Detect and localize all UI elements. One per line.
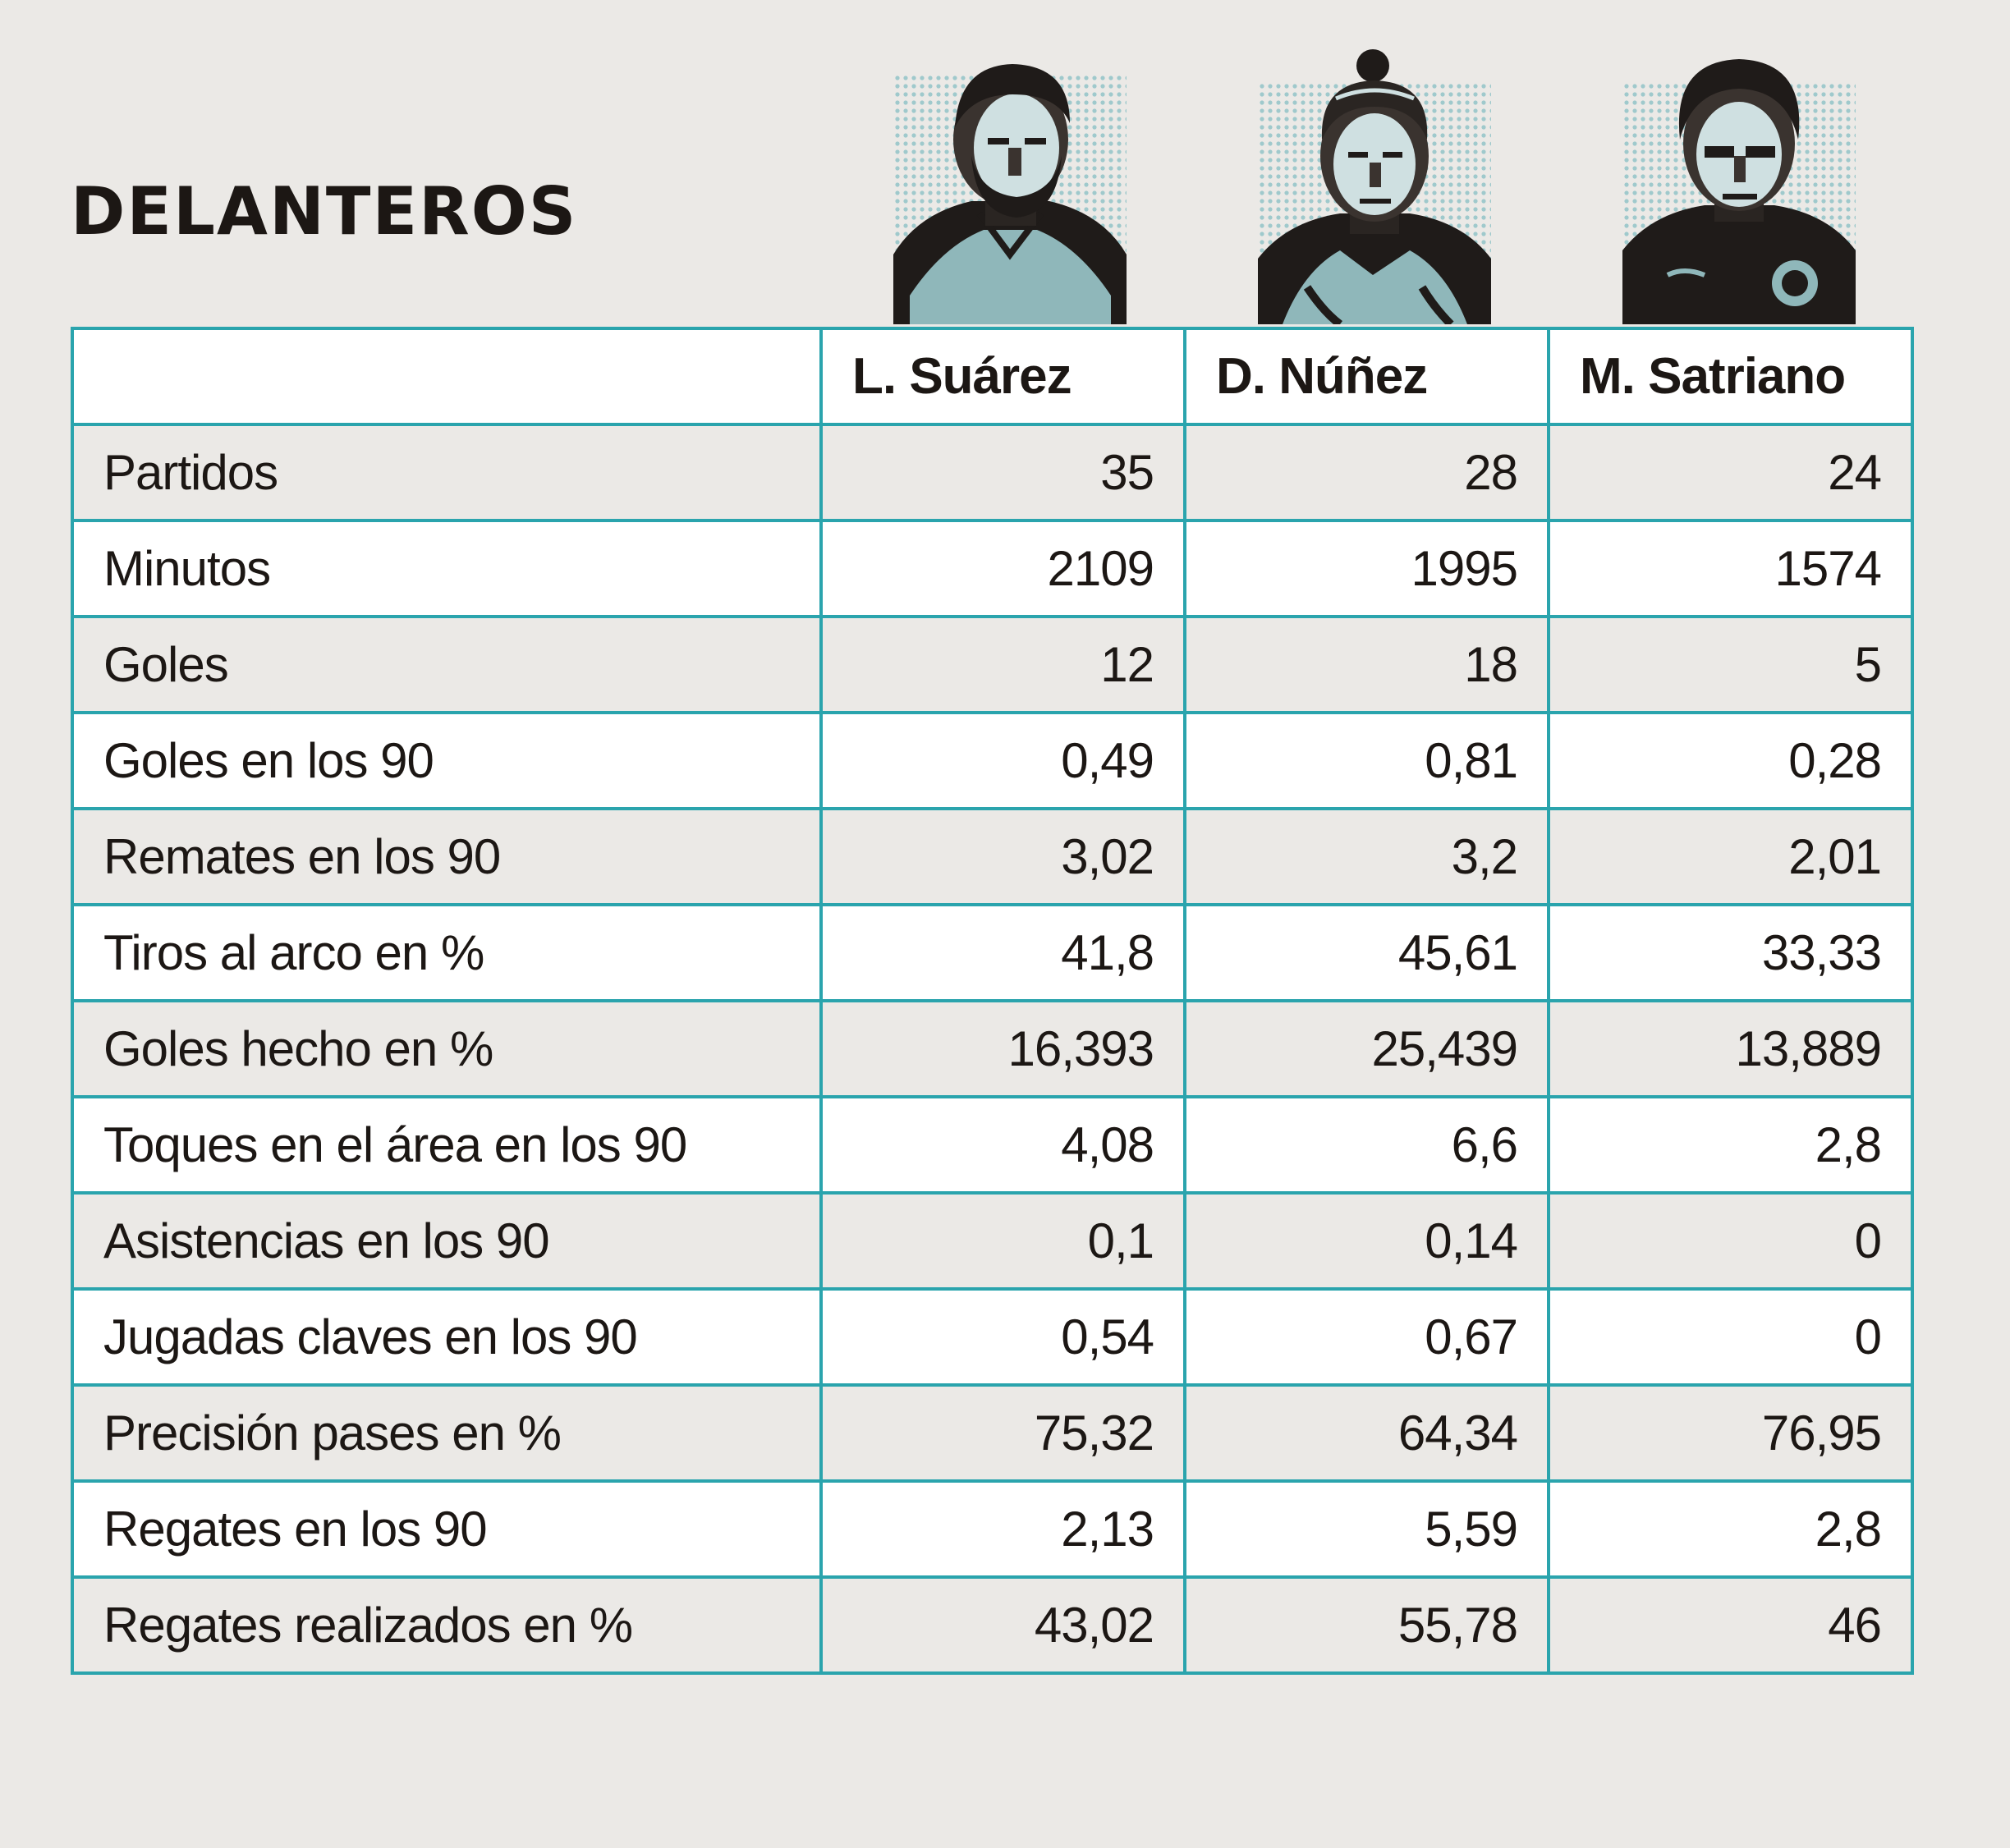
- stat-label: Partidos: [71, 423, 823, 522]
- stat-value: 2,13: [819, 1479, 1186, 1579]
- stat-value: 12: [819, 615, 1186, 714]
- stat-value: 1995: [1183, 519, 1550, 618]
- stat-value: 16,393: [819, 999, 1186, 1098]
- stat-value: 6,6: [1183, 1095, 1550, 1195]
- stat-label: Asistencias en los 90: [71, 1191, 823, 1291]
- stat-value: 0: [1547, 1287, 1914, 1387]
- stat-value: 24: [1547, 423, 1914, 522]
- stat-label: Minutos: [71, 519, 823, 618]
- stat-value: 2,8: [1547, 1479, 1914, 1579]
- stat-value: 2,8: [1547, 1095, 1914, 1195]
- stat-value: 43,02: [819, 1575, 1186, 1675]
- stat-value: 3,02: [819, 807, 1186, 906]
- player-portrait-suarez-icon: [893, 49, 1127, 324]
- table-row: Precisión pases en % 75,32 64,34 76,95: [71, 1383, 1914, 1483]
- stat-value: 35: [819, 423, 1186, 522]
- stat-value: 25,439: [1183, 999, 1550, 1098]
- table-row: Remates en los 90 3,02 3,2 2,01: [71, 807, 1914, 906]
- stat-label: Goles en los 90: [71, 711, 823, 810]
- stat-value: 46: [1547, 1575, 1914, 1675]
- header-blank-cell: [71, 327, 823, 426]
- table-row: Goles 12 18 5: [71, 615, 1914, 714]
- stat-value: 76,95: [1547, 1383, 1914, 1483]
- stat-value: 45,61: [1183, 903, 1550, 1002]
- stat-value: 1574: [1547, 519, 1914, 618]
- stat-label: Goles: [71, 615, 823, 714]
- stat-label: Regates en los 90: [71, 1479, 823, 1579]
- stat-value: 0: [1547, 1191, 1914, 1291]
- stat-value: 0,54: [819, 1287, 1186, 1387]
- stat-value: 5: [1547, 615, 1914, 714]
- stat-value: 2,01: [1547, 807, 1914, 906]
- stat-value: 28: [1183, 423, 1550, 522]
- stat-value: 33,33: [1547, 903, 1914, 1002]
- table-row: Regates en los 90 2,13 5,59 2,8: [71, 1479, 1914, 1579]
- page-title: DELANTEROS: [71, 173, 578, 250]
- stat-value: 0,28: [1547, 711, 1914, 810]
- stat-value: 0,49: [819, 711, 1186, 810]
- stat-value: 4,08: [819, 1095, 1186, 1195]
- stat-value: 2109: [819, 519, 1186, 618]
- stat-value: 13,889: [1547, 999, 1914, 1098]
- stat-label: Remates en los 90: [71, 807, 823, 906]
- player-portrait-nunez-icon: [1258, 49, 1491, 324]
- stat-value: 18: [1183, 615, 1550, 714]
- stat-value: 5,59: [1183, 1479, 1550, 1579]
- stat-value: 41,8: [819, 903, 1186, 1002]
- table-row: Goles hecho en % 16,393 25,439 13,889: [71, 999, 1914, 1098]
- player-portrait-satriano-icon: [1622, 49, 1856, 324]
- stat-label: Jugadas claves en los 90: [71, 1287, 823, 1387]
- player-header: D. Núñez: [1183, 327, 1550, 426]
- stat-value: 0,81: [1183, 711, 1550, 810]
- stat-label: Regates realizados en %: [71, 1575, 823, 1675]
- table-row: Regates realizados en % 43,02 55,78 46: [71, 1575, 1914, 1675]
- stat-value: 0,14: [1183, 1191, 1550, 1291]
- table-row: Tiros al arco en % 41,8 45,61 33,33: [71, 903, 1914, 1002]
- stat-value: 75,32: [819, 1383, 1186, 1483]
- table-row: Asistencias en los 90 0,1 0,14 0: [71, 1191, 1914, 1291]
- header-row: L. Suárez D. Núñez M. Satriano: [71, 327, 1914, 426]
- table-row: Minutos 2109 1995 1574: [71, 519, 1914, 618]
- stat-label: Goles hecho en %: [71, 999, 823, 1098]
- stat-value: 64,34: [1183, 1383, 1550, 1483]
- player-header: L. Suárez: [819, 327, 1186, 426]
- table-row: Toques en el área en los 90 4,08 6,6 2,8: [71, 1095, 1914, 1195]
- table-row: Goles en los 90 0,49 0,81 0,28: [71, 711, 1914, 810]
- player-header: M. Satriano: [1547, 327, 1914, 426]
- stats-body: Partidos 35 28 24 Minutos 2109 1995 1574 Goles 12…: [71, 423, 1914, 1675]
- stat-value: 0,1: [819, 1191, 1186, 1291]
- table-row: Partidos 35 28 24: [71, 423, 1914, 522]
- stat-value: 0,67: [1183, 1287, 1550, 1387]
- stat-label: Precisión pases en %: [71, 1383, 823, 1483]
- table-row: Jugadas claves en los 90 0,54 0,67 0: [71, 1287, 1914, 1387]
- stat-label: Toques en el área en los 90: [71, 1095, 823, 1195]
- stat-value: 55,78: [1183, 1575, 1550, 1675]
- stat-label: Tiros al arco en %: [71, 903, 823, 1002]
- stat-value: 3,2: [1183, 807, 1550, 906]
- stats-table: L. Suárez D. Núñez M. Satriano Partidos 3…: [71, 327, 1914, 1675]
